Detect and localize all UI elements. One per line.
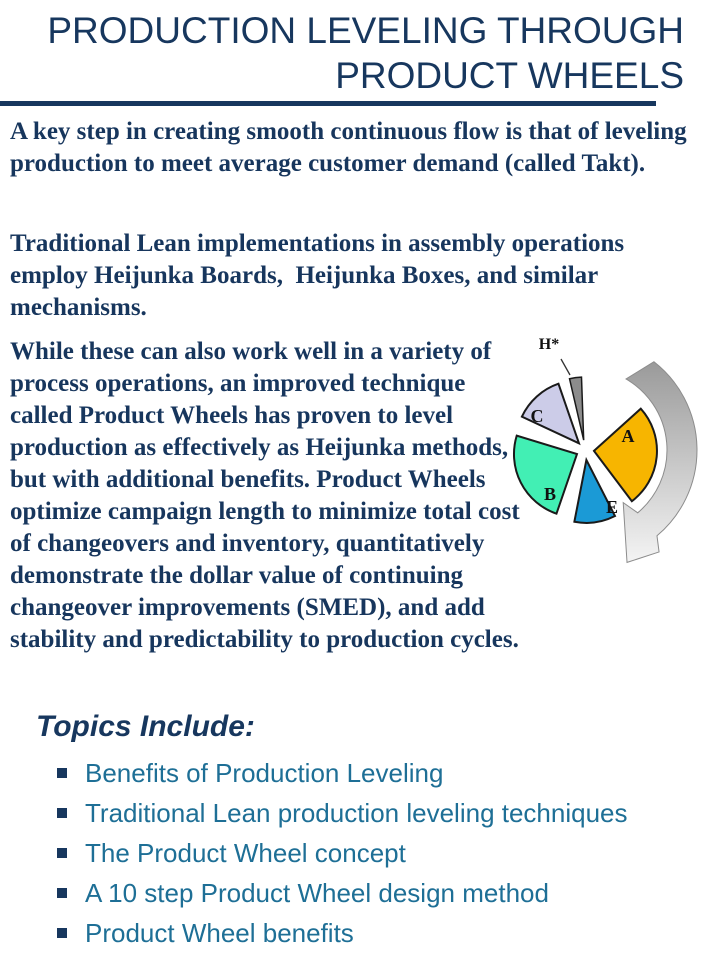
list-item: A 10 step Product Wheel design method: [57, 880, 697, 907]
wheel-segment-h: [568, 376, 585, 441]
segment-label-e: E: [606, 497, 618, 517]
square-bullet-icon: [57, 888, 67, 898]
product-wheel-svg: A E B C H*: [512, 336, 698, 564]
list-item-label: A 10 step Product Wheel design method: [85, 878, 549, 908]
rotation-arrow-icon: [622, 361, 698, 564]
list-item-label: Product Wheel benefits: [85, 918, 354, 948]
paragraph-heijunka: Traditional Lean implementations in asse…: [10, 230, 631, 321]
list-item: The Product Wheel concept: [57, 840, 697, 867]
wheel-segment-c: [520, 382, 581, 446]
square-bullet-icon: [57, 808, 67, 818]
list-item-label: The Product Wheel concept: [85, 838, 406, 868]
slide-title-line2: PRODUCT WHEELS: [335, 55, 684, 96]
wheel-segment-e: [573, 456, 617, 524]
square-bullet-icon: [57, 928, 67, 938]
segment-label-b: B: [544, 484, 556, 504]
list-item: Product Wheel benefits: [57, 920, 697, 947]
paragraph-product-wheels: While these can also work well in a vari…: [10, 338, 526, 653]
product-wheel-figure: A E B C H*: [482, 325, 720, 575]
title-divider-rule: [0, 101, 656, 106]
callout-leader-line: [560, 358, 571, 376]
paragraph-takt: A key step in creating smooth continuous…: [10, 118, 693, 177]
list-item-label: Benefits of Production Leveling: [85, 758, 444, 788]
segment-label-c: C: [531, 406, 544, 426]
topics-list: Benefits of Production Leveling Traditio…: [57, 760, 697, 960]
square-bullet-icon: [57, 768, 67, 778]
slide-title-line1: PRODUCTION LEVELING THROUGH: [47, 10, 684, 51]
list-item: Benefits of Production Leveling: [57, 760, 697, 787]
topics-heading: Topics Include:: [36, 710, 255, 743]
segment-label-a: A: [622, 426, 635, 446]
callout-label-h: H*: [539, 336, 559, 353]
square-bullet-icon: [57, 848, 67, 858]
list-item-label: Traditional Lean production leveling tec…: [85, 798, 628, 828]
wheel-segment-b: [512, 434, 579, 515]
wheel-segment-a: [592, 407, 658, 503]
slide-title: PRODUCTION LEVELING THROUGH PRODUCT WHEE…: [0, 8, 684, 98]
list-item: Traditional Lean production leveling tec…: [57, 800, 697, 827]
